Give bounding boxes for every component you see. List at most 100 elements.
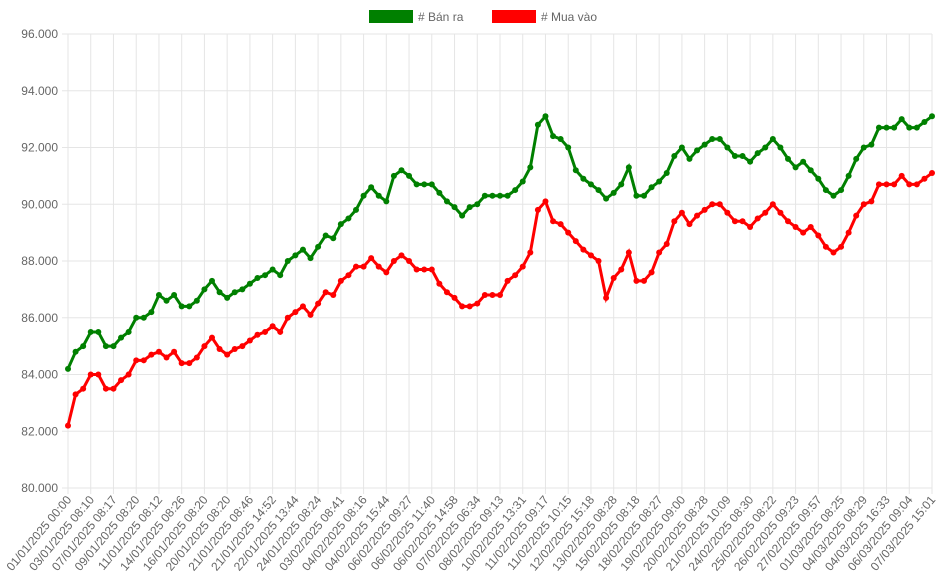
data-point bbox=[269, 266, 276, 273]
data-point bbox=[102, 385, 109, 392]
data-point bbox=[913, 181, 920, 188]
y-tick-label: 94.000 bbox=[21, 84, 58, 98]
data-point bbox=[110, 343, 117, 350]
data-point bbox=[603, 294, 610, 301]
data-point bbox=[140, 357, 147, 364]
data-point bbox=[754, 215, 761, 222]
data-point bbox=[284, 314, 291, 321]
data-point bbox=[178, 303, 185, 310]
data-point bbox=[716, 135, 723, 142]
data-point bbox=[155, 292, 162, 299]
data-point bbox=[466, 204, 473, 211]
data-point bbox=[231, 289, 238, 296]
data-point bbox=[504, 277, 511, 284]
data-point bbox=[459, 212, 466, 219]
data-point bbox=[497, 292, 503, 299]
data-point bbox=[731, 218, 738, 225]
data-point bbox=[148, 351, 155, 358]
data-point bbox=[739, 218, 746, 225]
data-point bbox=[671, 153, 678, 160]
data-point bbox=[421, 266, 428, 273]
data-point bbox=[656, 249, 663, 256]
data-point bbox=[239, 343, 246, 350]
data-point bbox=[140, 314, 147, 321]
y-tick-label: 82.000 bbox=[21, 424, 58, 438]
data-point bbox=[618, 181, 625, 188]
data-point bbox=[716, 201, 723, 208]
data-point bbox=[148, 309, 155, 316]
legend-swatch bbox=[369, 10, 413, 23]
data-point bbox=[807, 167, 814, 174]
legend-label: # Mua vào bbox=[541, 10, 597, 24]
data-point bbox=[337, 277, 344, 284]
data-point bbox=[284, 258, 291, 264]
data-point bbox=[512, 272, 519, 279]
data-point bbox=[815, 232, 822, 239]
data-point bbox=[542, 113, 549, 120]
data-point bbox=[277, 328, 284, 335]
data-point bbox=[80, 343, 87, 350]
data-point bbox=[443, 198, 450, 205]
y-tick-label: 80.000 bbox=[21, 481, 58, 495]
data-point bbox=[868, 198, 875, 205]
data-point bbox=[95, 371, 102, 378]
data-point bbox=[906, 124, 913, 131]
data-point bbox=[72, 391, 79, 398]
data-point bbox=[678, 144, 685, 151]
data-point bbox=[155, 348, 162, 355]
data-point bbox=[610, 189, 617, 196]
legend-item: # Bán ra bbox=[369, 10, 464, 24]
data-point bbox=[125, 328, 132, 335]
data-point bbox=[315, 300, 322, 307]
data-point bbox=[504, 192, 511, 199]
data-point bbox=[785, 155, 791, 162]
data-point bbox=[898, 116, 905, 123]
data-point bbox=[557, 135, 564, 142]
data-point bbox=[125, 371, 132, 378]
data-point bbox=[618, 266, 625, 273]
data-point bbox=[891, 124, 898, 131]
data-point bbox=[299, 246, 306, 253]
data-point bbox=[390, 172, 397, 179]
data-point bbox=[193, 297, 200, 304]
data-point bbox=[209, 277, 215, 284]
data-point bbox=[322, 289, 329, 296]
y-tick-label: 96.000 bbox=[21, 27, 58, 41]
data-point bbox=[110, 385, 117, 392]
data-point bbox=[625, 164, 632, 171]
data-point bbox=[686, 221, 693, 228]
data-point bbox=[580, 175, 587, 182]
data-point bbox=[443, 289, 450, 296]
data-point bbox=[845, 229, 852, 236]
data-point bbox=[534, 206, 541, 213]
data-point bbox=[186, 303, 193, 310]
data-point bbox=[587, 181, 594, 188]
data-point bbox=[572, 167, 579, 174]
data-point bbox=[163, 297, 170, 304]
data-point bbox=[838, 243, 845, 250]
data-point bbox=[807, 223, 814, 230]
data-point bbox=[330, 235, 337, 242]
data-point bbox=[428, 266, 435, 273]
data-point bbox=[80, 385, 87, 392]
data-point bbox=[368, 184, 375, 191]
data-point bbox=[239, 286, 246, 293]
data-point bbox=[72, 348, 79, 355]
data-point bbox=[709, 201, 716, 208]
data-point bbox=[883, 181, 890, 188]
data-point bbox=[557, 221, 564, 228]
data-point bbox=[178, 360, 185, 367]
legend-label: # Bán ra bbox=[418, 10, 464, 24]
data-point bbox=[398, 252, 405, 259]
data-point bbox=[330, 292, 337, 299]
data-point bbox=[929, 113, 935, 120]
data-point bbox=[337, 221, 344, 228]
data-point bbox=[201, 286, 208, 293]
data-point bbox=[118, 377, 125, 384]
y-tick-label: 84.000 bbox=[21, 368, 58, 382]
data-point bbox=[474, 201, 481, 208]
data-point bbox=[625, 249, 632, 256]
data-point bbox=[777, 209, 784, 216]
data-point bbox=[678, 209, 685, 216]
data-point bbox=[353, 206, 359, 213]
